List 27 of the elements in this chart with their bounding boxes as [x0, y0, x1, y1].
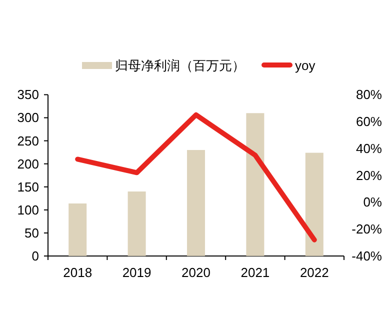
y-tick-label: 300: [17, 110, 39, 126]
y2-tick-label: 0%: [363, 194, 382, 210]
bar: [246, 113, 264, 256]
y-tick-label: 200: [17, 156, 39, 172]
bar: [187, 150, 205, 256]
legend-label: 归母净利润（百万元）: [115, 58, 245, 73]
y2-tick-label: -20%: [352, 222, 382, 237]
y-tick-label: 0: [32, 248, 39, 264]
x-tick-label: 2018: [63, 265, 92, 280]
y2-tick-label: 20%: [356, 168, 382, 183]
x-tick-label: 2020: [182, 265, 210, 280]
y-tick-label: 150: [17, 179, 39, 194]
bar: [128, 191, 146, 256]
x-tick-label: 2021: [240, 265, 270, 280]
y-tick-label: 100: [17, 202, 39, 218]
bar: [68, 203, 87, 256]
x-tick-label: 2019: [122, 265, 152, 280]
y2-tick-label: -40%: [352, 248, 382, 264]
y2-tick-label: 40%: [356, 140, 382, 156]
y-tick-label: 350: [17, 87, 39, 102]
legend-label: yoy: [295, 58, 316, 73]
bar: [305, 152, 324, 256]
y-tick-label: 50: [24, 225, 39, 240]
y2-tick-label: 60%: [356, 114, 382, 130]
y2-tick-label: 80%: [356, 87, 382, 102]
y-tick-label: 250: [17, 133, 39, 148]
x-tick-label: 2022: [300, 265, 329, 280]
